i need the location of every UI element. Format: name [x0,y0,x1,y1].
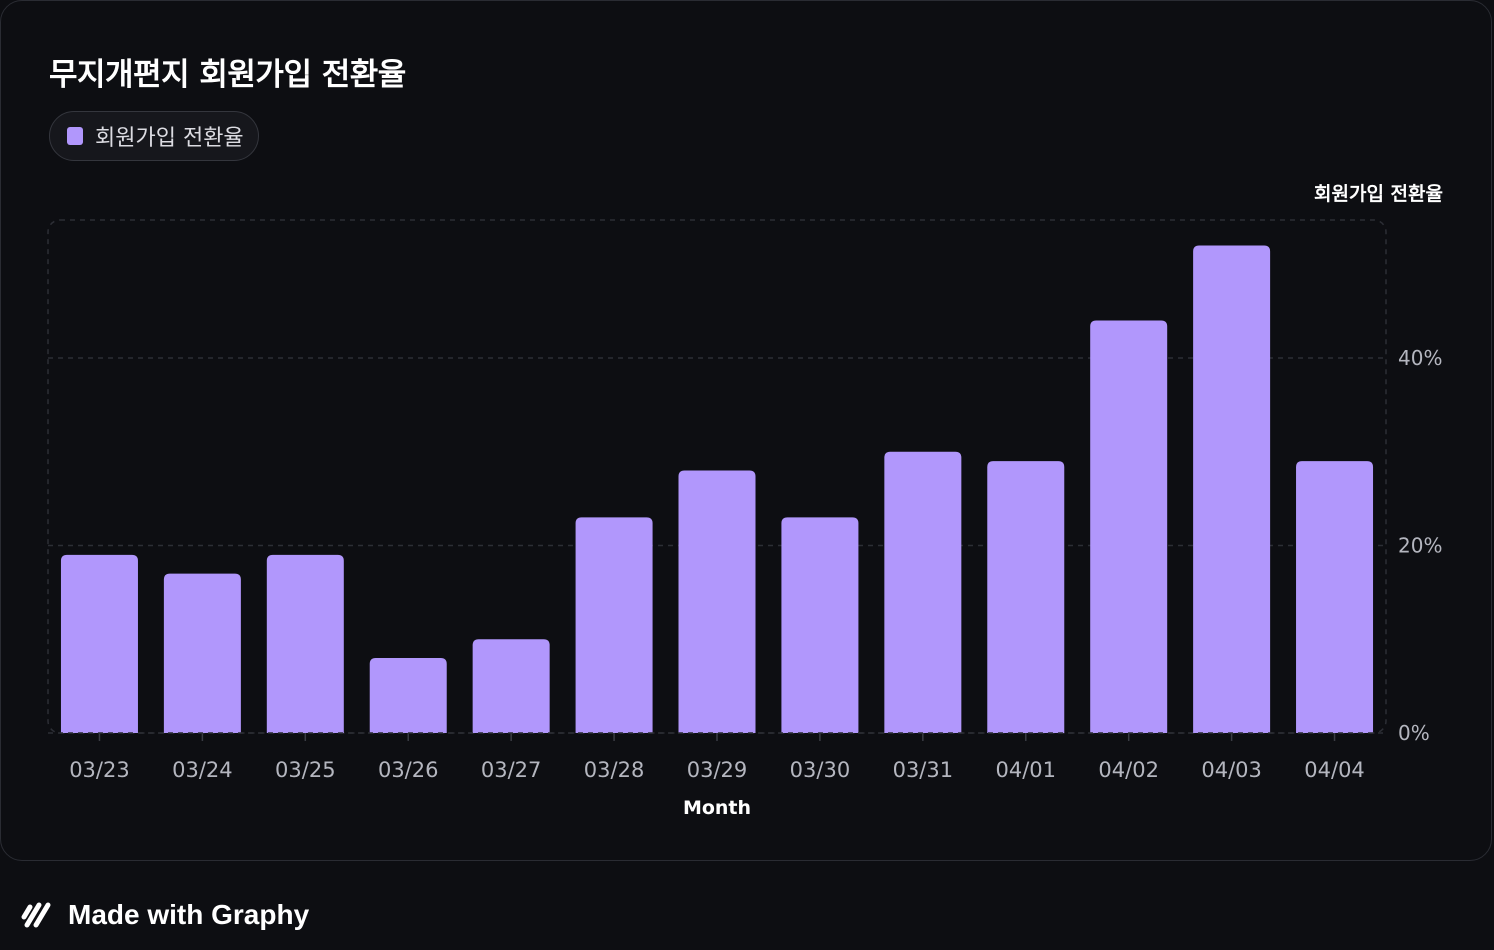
bar [472,639,550,733]
bar [1193,245,1271,733]
x-tick-label: 03/26 [378,758,439,782]
bar [1090,320,1168,733]
x-tick-label: 03/31 [893,758,954,782]
bar [575,517,653,733]
y-tick-label: 40% [1398,346,1442,370]
bar-chart: 0% 20% 40% 03/23 03/24 03/25 03/26 03/27 03/28 03… [47,219,1442,819]
bar [266,554,344,733]
x-tick-label: 03/23 [69,758,130,782]
x-tick-label: 04/02 [1098,758,1159,782]
chart-title: 무지개편지 회원가입 전환율 [49,57,406,93]
bar [678,470,756,733]
x-tick-label: 03/27 [481,758,542,782]
x-tick-label: 03/24 [172,758,233,782]
y-axis-title: 회원가입 전환율 [1314,183,1443,205]
bar [884,451,962,733]
x-tick-label: 03/30 [790,758,851,782]
legend-swatch [67,127,83,145]
x-tick-label: 03/28 [584,758,645,782]
bar [369,658,447,733]
x-tick-label: 04/04 [1304,758,1365,782]
bar [163,573,241,733]
x-tick-label: 04/01 [996,758,1057,782]
legend-item[interactable]: 회원가입 전환율 [49,111,259,161]
bar [781,517,859,733]
footer-badge[interactable]: Made with Graphy [0,880,330,950]
graphy-logo-icon [21,902,51,928]
bar [1296,461,1374,733]
x-tick-label: 04/03 [1201,758,1262,782]
x-tick-label: 03/25 [275,758,336,782]
bar [987,461,1065,733]
y-tick-label: 20% [1398,534,1442,558]
footer-text: Made with Graphy [68,899,310,930]
x-axis-title: Month [683,797,751,819]
y-tick-label: 0% [1398,721,1430,745]
x-tick-label: 03/29 [687,758,748,782]
legend-label: 회원가입 전환율 [95,126,244,151]
bar [60,554,138,733]
